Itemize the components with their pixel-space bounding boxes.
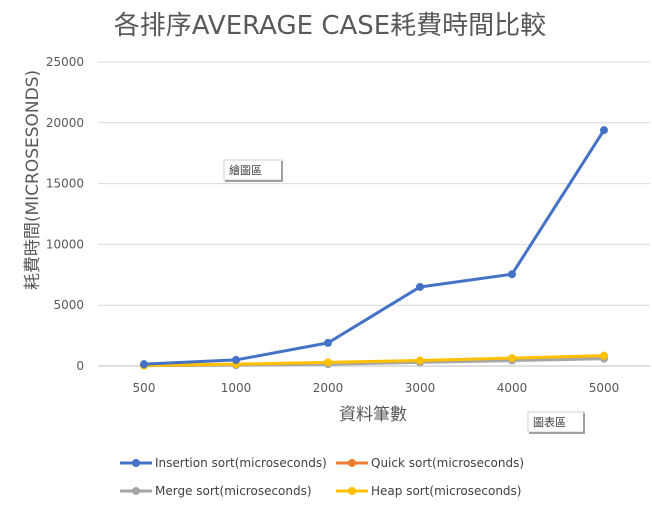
legend-swatch-marker [132,487,140,495]
y-tick-label: 5000 [53,298,84,312]
x-tick-label: 500 [133,381,156,395]
y-tick-label: 20000 [46,116,84,130]
data-point [140,360,148,369]
plot-area-tag[interactable]: 繪圖區 [223,159,283,182]
x-tick-label: 2000 [313,381,344,395]
data-point [324,358,332,367]
legend-label: Heap sort(microseconds) [371,484,521,498]
x-axis-title: 資料筆數 [339,405,407,425]
x-tick-label: 1000 [221,381,252,395]
data-point [232,355,240,364]
legend-label: Quick sort(microseconds) [371,456,524,470]
legend-label: Merge sort(microseconds) [155,484,312,498]
x-tick-label: 5000 [589,381,620,395]
y-tick-label: 15000 [46,177,84,191]
y-tick-label: 0 [76,359,84,373]
y-axis-title: 耗費時間(MICROSESONDS) [23,70,43,290]
x-tick-label: 3000 [405,381,436,395]
legend-swatch-marker [132,459,140,467]
chart-title: 各排序AVERAGE CASE耗費時間比較 [114,11,546,41]
x-tick-label: 4000 [497,381,528,395]
plot-area-tag-label: 繪圖區 [229,163,262,177]
series-lines [140,126,608,370]
legend-label: Insertion sort(microseconds) [155,456,327,470]
data-point [508,354,516,363]
gridlines [98,61,650,367]
y-axis-ticks: 0 5000 10000 15000 20000 25000 [46,55,84,373]
data-point [416,356,424,365]
data-point [324,338,332,347]
legend-swatch-marker [348,459,356,467]
data-point [600,126,608,135]
legend: Insertion sort(microseconds) Quick sort(m… [120,456,524,498]
legend-item[interactable]: Quick sort(microseconds) [336,456,524,470]
legend-item[interactable]: Merge sort(microseconds) [120,484,312,498]
series-line [142,128,606,366]
chart-area-tag-label: 圖表區 [533,415,566,429]
x-axis-ticks: 500 1000 2000 3000 4000 5000 [133,381,620,395]
data-point [600,351,608,360]
legend-item[interactable]: Insertion sort(microseconds) [120,456,327,470]
legend-swatch-marker [348,487,356,495]
y-tick-label: 10000 [46,237,84,251]
series-line [142,354,606,367]
legend-item[interactable]: Heap sort(microseconds) [336,484,521,498]
data-point [508,270,516,279]
data-point [416,282,424,291]
chart-area-tag[interactable]: 圖表區 [527,411,585,434]
y-tick-label: 25000 [46,55,84,69]
